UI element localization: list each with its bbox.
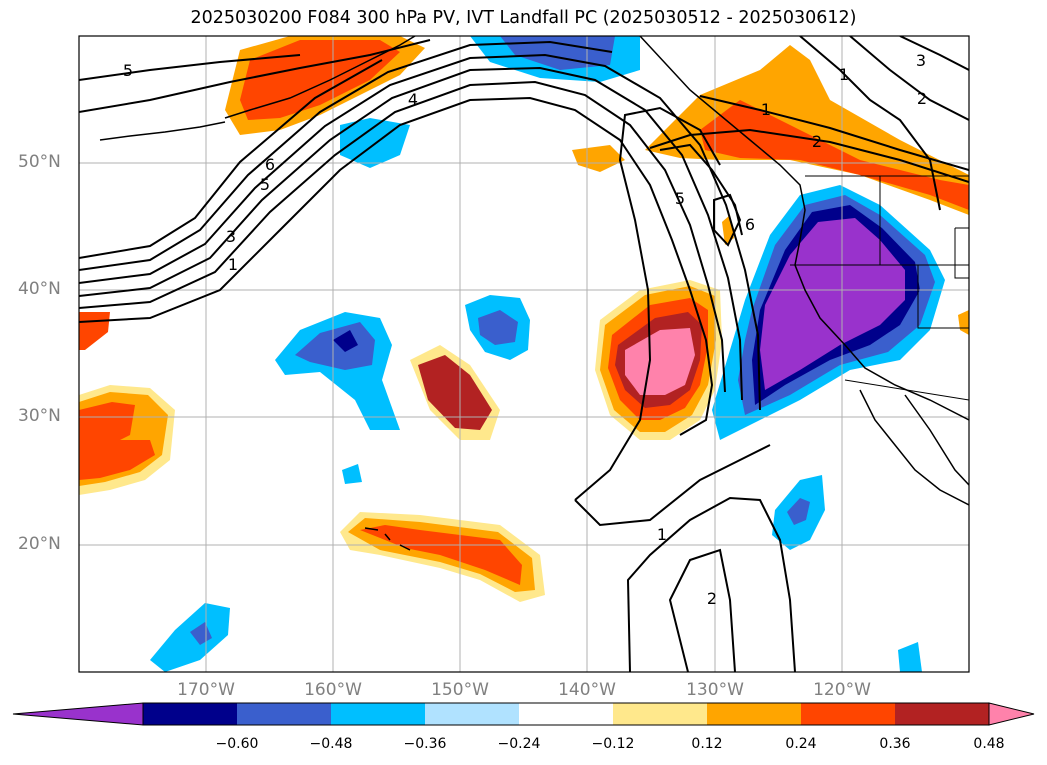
contour-label: 5 <box>260 175 270 194</box>
contour-south-2 <box>668 548 736 672</box>
contour-label: 4 <box>408 90 418 109</box>
colorbar-tick-label: 0.36 <box>879 736 911 752</box>
lon-label-170w: 170°W <box>177 680 235 700</box>
pos-anomaly-small-38n-east <box>958 310 969 335</box>
neg-anomaly-36n-inner <box>333 330 358 352</box>
pos-anomaly-bc-core <box>700 100 969 210</box>
contour-label: 1 <box>657 525 667 544</box>
lat-label-50n: 50°N <box>18 152 61 172</box>
colorbar-extend-low <box>12 702 144 726</box>
contour-trough-loop <box>713 193 742 247</box>
contour-trough-1 <box>574 106 721 501</box>
contour-label: 3 <box>226 227 236 246</box>
neg-anomaly-small-25n <box>342 464 362 484</box>
contour-label: 5 <box>123 61 133 80</box>
coastline-pnw <box>639 36 969 421</box>
neg-anomaly-top-core <box>500 36 615 70</box>
contour-upper-2 <box>649 128 969 183</box>
map-frame <box>78 35 970 673</box>
colorbar-segment <box>519 703 614 725</box>
contour-label: 2 <box>707 589 717 608</box>
pos-anomaly-small-38n <box>79 312 110 350</box>
contour-label: 5 <box>675 189 685 208</box>
colorbar-tick-label: −0.24 <box>497 736 541 752</box>
contour-ne-1 <box>799 36 941 211</box>
lon-label-150w: 150°W <box>431 680 489 700</box>
borders <box>790 175 969 401</box>
lat-label-30n: 30°N <box>18 406 61 426</box>
contour-ne-2 <box>849 36 969 121</box>
ivt-contours <box>79 36 969 672</box>
neg-anomaly-13n <box>150 603 230 672</box>
coastline-mexico <box>904 394 969 486</box>
colorbar-segment <box>707 703 802 725</box>
gridlines <box>79 36 969 672</box>
lon-label-130w: 130°W <box>686 680 744 700</box>
colorbar-tick-label: 0.12 <box>691 736 723 752</box>
pos-anomaly-small-53n <box>572 145 625 172</box>
contour-jet-5 <box>79 40 613 271</box>
pos-anomaly-alaska-core <box>240 40 400 120</box>
colorbar-segments <box>143 703 990 725</box>
lon-label-140w: 140°W <box>558 680 616 700</box>
colorbar-tick-label: −0.12 <box>591 736 635 752</box>
colorbar-segment <box>331 703 426 725</box>
contour-jet-6 <box>79 59 383 259</box>
contour-north-5 <box>79 54 301 81</box>
neg-anomaly-21n-core <box>787 498 810 525</box>
contour-jet-2 <box>79 80 726 393</box>
contour-label: 2 <box>812 132 822 151</box>
neg-anomaly-small-13n <box>898 642 922 672</box>
contour-label: 6 <box>745 215 755 234</box>
colorbar-tick-label: −0.48 <box>309 736 353 752</box>
contour-label: 1 <box>228 255 238 274</box>
neg-anomaly-36n-core <box>295 322 375 370</box>
contour-label: 6 <box>265 155 275 174</box>
contour-upper-1 <box>699 95 969 171</box>
neg-anomaly-37n-core <box>478 310 518 345</box>
contour-jet-3 <box>79 66 743 401</box>
coastlines <box>99 36 969 551</box>
contour-ne-3 <box>899 36 969 71</box>
colorbar-segment <box>801 703 896 725</box>
colorbar-frame <box>142 702 990 726</box>
pos-anomaly-33n-core <box>625 328 695 395</box>
contour-label: 2 <box>917 89 927 108</box>
colorbar-segment <box>143 703 238 725</box>
map-title: 2025030200 F084 300 hPa PV, IVT Landfall… <box>190 8 857 28</box>
contour-south-3 <box>574 444 771 527</box>
contour-label: 3 <box>916 51 926 70</box>
pos-anomaly-32n-core <box>418 355 492 430</box>
contour-south-1 <box>626 496 796 672</box>
pc-shading <box>79 36 969 672</box>
contour-north-4 <box>79 39 431 113</box>
colorbar-segment <box>237 703 332 725</box>
contour-jet-1 <box>79 96 714 436</box>
contour-label: 1 <box>839 65 849 84</box>
pos-anomaly-hawaii-core <box>360 525 522 585</box>
colorbar-tick-label: 0.48 <box>973 736 1005 752</box>
coastline-hawaii <box>364 527 411 551</box>
colorbar <box>12 702 1035 726</box>
contour-jet-4 <box>79 53 761 411</box>
lon-label-120w: 120°W <box>813 680 871 700</box>
colorbar-tick-label: −0.60 <box>215 736 259 752</box>
colorbar-segment <box>425 703 520 725</box>
colorbar-tick-label: 0.24 <box>785 736 817 752</box>
contour-label: 1 <box>761 100 771 119</box>
colorbar-segment <box>613 703 708 725</box>
lat-label-20n: 20°N <box>18 534 61 554</box>
pos-anomaly-29n-core <box>79 402 155 480</box>
coastline-aleutians <box>99 121 226 141</box>
lon-label-160w: 160°W <box>304 680 362 700</box>
coastline-alaska <box>224 36 416 119</box>
colorbar-extend-high <box>988 702 1035 726</box>
lat-label-40n: 40°N <box>18 279 61 299</box>
coastline-baja <box>859 389 969 506</box>
colorbar-segment <box>895 703 990 725</box>
colorbar-tick-label: −0.36 <box>403 736 447 752</box>
contour-labels: 5 4 6 5 3 1 1 2 3 2 1 5 6 1 2 <box>123 51 927 608</box>
